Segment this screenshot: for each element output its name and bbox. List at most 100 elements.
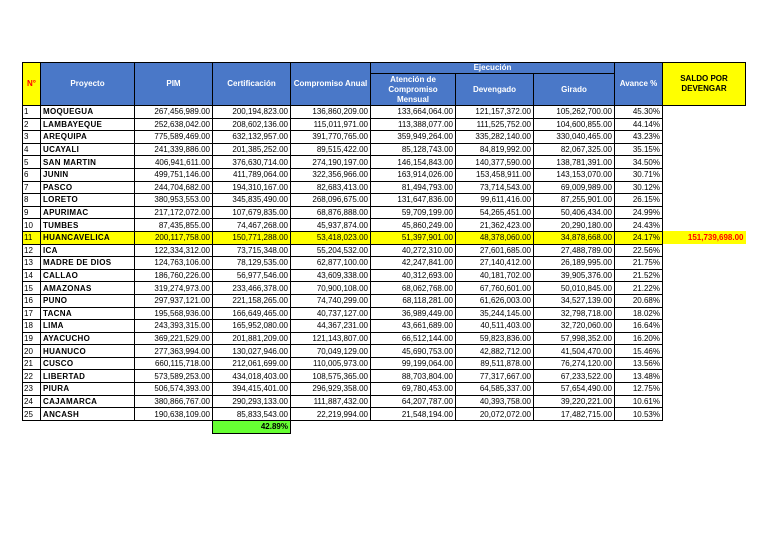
footer-certification: 42.89%	[212, 419, 291, 434]
project-name: AYACUCHO	[40, 331, 135, 346]
certification: 166,649,465.00	[212, 306, 291, 321]
row-number: 17	[22, 306, 41, 321]
commitment: 111,887,432.00	[290, 394, 371, 409]
paid: 50,406,434.00	[533, 205, 615, 220]
progress: 13.48%	[614, 369, 663, 384]
pim: 190,638,109.00	[134, 407, 213, 421]
row-number: 1	[22, 105, 41, 119]
row-number: 8	[22, 193, 41, 207]
progress: 21.22%	[614, 281, 663, 295]
row-number: 24	[22, 394, 41, 409]
progress: 13.56%	[614, 356, 663, 371]
row-number: 18	[22, 319, 41, 333]
accrued: 59,823,836.00	[455, 331, 534, 346]
table-row: 4 UCAYALI 241,339,886.00 201,385,252.00 89,5…	[22, 142, 746, 157]
table-row: 9 APURIMAC 217,172,072.00 107,679,835.00 68,…	[22, 205, 746, 220]
certification: 212,061,699.00	[212, 356, 291, 371]
project-name: MOQUEGUA	[40, 105, 135, 119]
certification: 201,881,209.00	[212, 331, 291, 346]
paid: 57,654,490.00	[533, 382, 615, 396]
project-name: UCAYALI	[40, 142, 135, 157]
monthly-commitment: 88,703,804.00	[370, 369, 456, 384]
project-name: JUNIN	[40, 167, 135, 182]
progress: 20.68%	[614, 293, 663, 308]
commitment: 44,367,231.00	[290, 319, 371, 333]
accrued: 20,072,072.00	[455, 407, 534, 421]
commitment: 70,049,129.00	[290, 344, 371, 358]
certification: 201,385,252.00	[212, 142, 291, 157]
accrued: 77,317,667.00	[455, 369, 534, 384]
progress: 18.02%	[614, 306, 663, 321]
accrued: 73,714,543.00	[455, 180, 534, 195]
project-name: LAMBAYEQUE	[40, 117, 135, 132]
table-row: 25 ANCASH 190,638,109.00 85,833,543.00 22,21…	[22, 407, 746, 421]
paid: 34,527,139.00	[533, 293, 615, 308]
pim: 195,568,936.00	[134, 306, 213, 321]
project-name: MADRE DE DIOS	[40, 256, 135, 270]
paid: 39,905,376.00	[533, 268, 615, 283]
accrued: 111,525,752.00	[455, 117, 534, 132]
row-number: 15	[22, 281, 41, 295]
monthly-commitment: 66,512,144.00	[370, 331, 456, 346]
commitment: 296,929,358.00	[290, 382, 371, 396]
project-name: ICA	[40, 243, 135, 258]
certification: 221,158,265.00	[212, 293, 291, 308]
certification: 107,679,835.00	[212, 205, 291, 220]
row-number: 23	[22, 382, 41, 396]
footer-blank	[23, 420, 213, 433]
progress: 30.71%	[614, 167, 663, 182]
progress: 10.53%	[614, 407, 663, 421]
monthly-commitment: 99,199,064.00	[370, 356, 456, 371]
progress: 12.75%	[614, 382, 663, 396]
project-name: ANCASH	[40, 407, 135, 421]
certification: 290,293,133.00	[212, 394, 291, 409]
row-number: 13	[22, 256, 41, 270]
monthly-commitment: 21,548,194.00	[370, 407, 456, 421]
monthly-commitment: 163,914,026.00	[370, 167, 456, 182]
pim: 200,117,758.00	[134, 230, 213, 245]
table-row: 8 LORETO 380,953,553.00 345,835,490.00 268,0…	[22, 193, 746, 207]
commitment: 22,219,994.00	[290, 407, 371, 421]
pim: 506,574,393.00	[134, 382, 213, 396]
balance	[663, 282, 746, 295]
pim: 573,589,253.00	[134, 369, 213, 384]
table-row: 23 PIURA 506,574,393.00 394,415,401.00 296,9…	[22, 382, 746, 396]
accrued: 140,377,590.00	[455, 155, 534, 169]
project-name: PUNO	[40, 293, 135, 308]
table-row: 10 TUMBES 87,435,855.00 74,467,268.00 45,937…	[22, 218, 746, 232]
commitment: 74,740,299.00	[290, 293, 371, 308]
row-number: 14	[22, 268, 41, 283]
commitment: 55,204,532.00	[290, 243, 371, 258]
table-body: 1 MOQUEGUA 267,456,989.00 200,194,823.00 136…	[22, 105, 746, 421]
paid: 41,504,470.00	[533, 344, 615, 358]
monthly-commitment: 146,154,843.00	[370, 155, 456, 169]
balance	[663, 244, 746, 257]
monthly-commitment: 40,312,693.00	[370, 268, 456, 283]
certification: 394,415,401.00	[212, 382, 291, 396]
pim: 380,866,767.00	[134, 394, 213, 409]
balance	[663, 168, 746, 181]
accrued: 84,819,992.00	[455, 142, 534, 157]
table-row: 13 MADRE DE DIOS 124,763,106.00 78,129,535.…	[22, 256, 746, 270]
table-row: 18 LIMA 243,393,315.00 165,952,080.00 44,367…	[22, 319, 746, 333]
paid: 82,067,325.00	[533, 142, 615, 157]
table-row: 6 JUNIN 499,751,146.00 411,789,064.00 322,35…	[22, 167, 746, 182]
balance	[663, 294, 746, 307]
pim: 297,937,121.00	[134, 293, 213, 308]
paid: 76,274,120.00	[533, 356, 615, 371]
project-name: TACNA	[40, 306, 135, 321]
accrued: 21,362,423.00	[455, 218, 534, 232]
project-name: APURIMAC	[40, 205, 135, 220]
accrued: 27,140,412.00	[455, 256, 534, 270]
certification: 73,715,348.00	[212, 243, 291, 258]
project-name: CUSCO	[40, 356, 135, 371]
row-number: 7	[22, 180, 41, 195]
progress: 44.14%	[614, 117, 663, 132]
balance	[663, 269, 746, 282]
table-row: 21 CUSCO 660,115,718.00 212,061,699.00 110,0…	[22, 356, 746, 371]
certification: 632,132,957.00	[212, 130, 291, 144]
table-row: 7 PASCO 244,704,682.00 194,310,167.00 82,683…	[22, 180, 746, 195]
monthly-commitment: 42,247,841.00	[370, 256, 456, 270]
balance	[663, 383, 746, 396]
row-number: 22	[22, 369, 41, 384]
